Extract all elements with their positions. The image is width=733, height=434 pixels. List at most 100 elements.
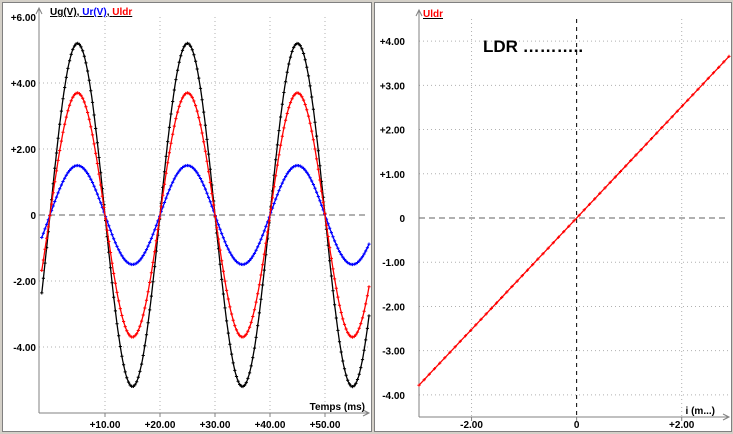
data-point (463, 334, 468, 338)
data-point (122, 256, 126, 260)
characteristic-graph[interactable]: +4.00 +3.00 +2.00 +1.00 0 -1.00 -2.00 -3.00 -4.0… (375, 3, 731, 431)
data-point (337, 303, 342, 307)
data-point (187, 42, 191, 46)
data-point (192, 99, 196, 103)
data-point (115, 322, 119, 326)
data-point (252, 251, 257, 255)
data-point (261, 263, 265, 267)
legend-entry: Ur(V) (82, 7, 106, 18)
data-point (210, 204, 214, 208)
data-point (169, 141, 173, 145)
data-point (94, 188, 98, 192)
data-point (213, 214, 217, 218)
data-point (282, 126, 286, 130)
data-point (176, 68, 180, 72)
data-point (135, 332, 139, 336)
data-point (346, 261, 350, 265)
data-point (166, 140, 170, 144)
data-point (107, 224, 111, 228)
data-point (336, 246, 340, 250)
data-point (362, 252, 366, 256)
data-point (117, 334, 121, 338)
legend-entry: Uldr (112, 7, 132, 18)
data-point (144, 298, 149, 302)
data-point (303, 58, 307, 62)
data-point (144, 333, 149, 337)
data-point (216, 237, 221, 241)
data-point (151, 280, 155, 284)
data-point (189, 164, 193, 168)
data-point (143, 344, 147, 348)
data-point (267, 219, 271, 223)
data-point (220, 277, 224, 281)
data-point (339, 310, 343, 315)
data-point (231, 361, 235, 365)
data-point (190, 48, 194, 52)
time-graph[interactable]: +6.00 +4.00 +2.00 0 -2.00 -4.00 +10.00 +20.00 +3… (3, 3, 371, 431)
data-point (342, 367, 347, 371)
data-point (342, 257, 347, 261)
data-point (110, 261, 114, 265)
data-point (143, 251, 147, 255)
data-point (251, 356, 255, 360)
data-point (231, 318, 235, 322)
data-point (288, 101, 293, 105)
legend: Ug(V), Ur(V), Uldr (50, 7, 132, 18)
data-point (76, 91, 80, 95)
data-point (177, 104, 181, 108)
data-point (203, 149, 207, 153)
y-tick-label: -2.00 (13, 277, 36, 288)
data-point (354, 381, 358, 385)
data-point (89, 125, 93, 129)
data-point (357, 326, 361, 330)
data-point (347, 333, 351, 337)
data-point (105, 228, 109, 232)
data-point (225, 288, 229, 292)
data-point (112, 271, 116, 276)
data-point (64, 173, 68, 177)
y-tick-label: +2.00 (380, 126, 406, 137)
data-point (303, 102, 307, 107)
data-point (58, 187, 62, 191)
data-point (225, 319, 229, 323)
data-point (256, 324, 260, 328)
data-point (277, 129, 281, 133)
data-point (243, 262, 247, 266)
data-point (257, 283, 261, 287)
data-point (288, 167, 293, 171)
data-point (89, 177, 93, 181)
x-axis-arrow (722, 413, 731, 421)
data-point (153, 265, 157, 269)
data-point (61, 97, 65, 101)
data-point (125, 260, 129, 264)
data-point (205, 159, 209, 163)
data-point (310, 129, 314, 133)
data-point (603, 186, 607, 190)
data-point (300, 95, 304, 99)
data-point (624, 164, 628, 168)
data-point (192, 167, 196, 171)
data-point (179, 54, 183, 58)
y-tick-label: -1.00 (382, 258, 405, 269)
data-point (90, 100, 95, 104)
data-point (701, 82, 705, 86)
data-point (243, 383, 247, 387)
data-point (171, 132, 175, 136)
data-point (342, 322, 347, 326)
data-point (48, 213, 52, 218)
data-point (176, 110, 180, 114)
time-graph-panel[interactable]: +6.00 +4.00 +2.00 0 -2.00 -4.00 +10.00 +20.00 +3… (2, 2, 372, 432)
data-point (120, 313, 124, 318)
data-point (352, 334, 356, 339)
data-point (484, 312, 488, 316)
xy-graph-panel[interactable]: +4.00 +3.00 +2.00 +1.00 0 -1.00 -2.00 -3.00 -4.0… (374, 2, 732, 432)
data-point (136, 375, 140, 379)
data-point (577, 213, 581, 217)
data-point (261, 283, 265, 287)
data-point (238, 382, 242, 387)
data-point (87, 174, 91, 178)
data-point (298, 44, 302, 48)
data-point (306, 74, 311, 78)
data-point (86, 69, 90, 73)
data-point (691, 93, 695, 97)
